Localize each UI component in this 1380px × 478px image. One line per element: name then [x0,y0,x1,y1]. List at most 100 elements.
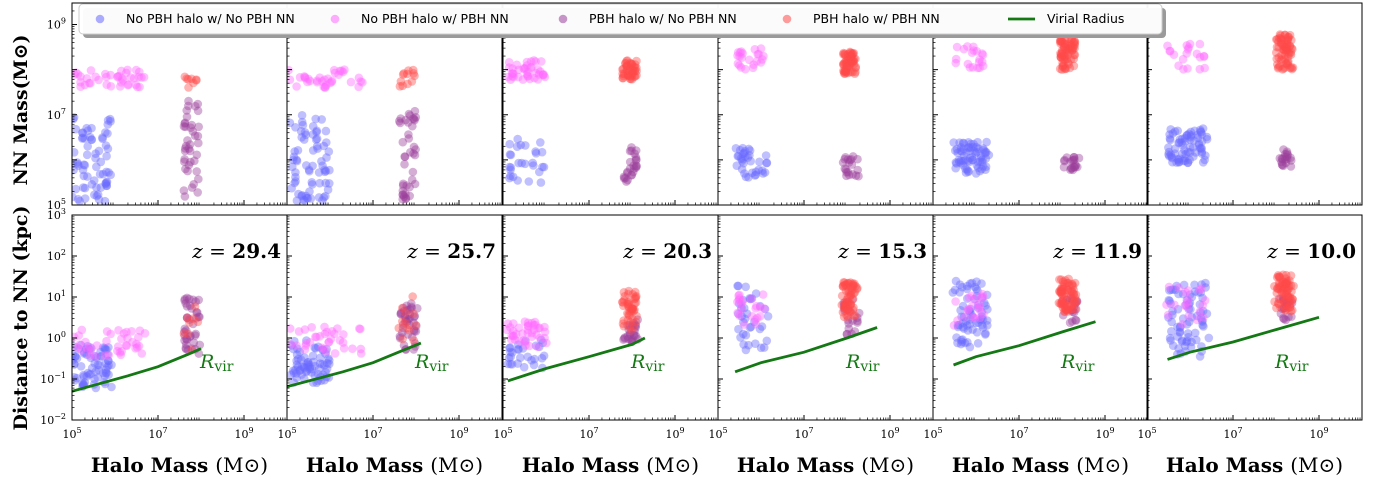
bottom-point-purple [629,318,638,328]
bottom-point-magenta [971,294,980,304]
bottom-point-red [1279,285,1288,294]
bottom-point-blue [975,315,985,325]
top-point-red [1070,40,1079,50]
top-point-magenta [752,57,762,66]
bottom-point-red [630,299,639,308]
bottom-plot-area [1162,270,1320,361]
top-point-red [851,54,860,64]
top-point-blue [93,190,103,199]
bottom-point-blue [314,364,324,373]
top-point-purple [190,156,199,166]
bottom-point-blue [301,367,311,377]
virial-radius-line [287,341,422,389]
bottom-point-purple [1068,296,1077,306]
bottom-point-red [1059,298,1068,308]
bottom-point-purple [1283,298,1292,308]
top-point-blue [78,128,87,138]
top-point-red [1283,34,1293,43]
top-point-purple [184,160,194,170]
top-point-magenta [527,63,536,72]
redshift-label: z = 29.4 [191,239,281,263]
top-point-magenta [523,72,532,81]
top-point-magenta [736,63,746,72]
bottom-point-blue [983,321,992,330]
bottom-point-red [1281,278,1291,288]
top-point-blue [982,137,991,147]
bottom-point-blue [736,333,745,342]
bottom-point-magenta [330,329,339,339]
bottom-point-purple [1058,310,1068,320]
bottom-point-purple [195,340,205,350]
top-point-red [1287,35,1296,45]
bottom-point-blue [739,317,748,327]
top-point-blue [740,147,750,156]
virial-radius-line [507,336,646,383]
bottom-point-blue [974,318,983,327]
bottom-point-purple [400,306,409,316]
top-point-red [1283,60,1292,70]
top-point-purple [619,172,629,182]
top-point-purple [625,164,635,173]
top-point-red [1057,49,1066,59]
top-point-blue [1200,155,1209,165]
bottom-point-blue [538,338,548,348]
top-point-red [839,59,848,69]
x-axis-title-text: Halo Mass [306,453,430,477]
bottom-point-blue [957,282,967,292]
bottom-point-purple [1276,309,1286,318]
top-point-magenta [1174,61,1183,70]
x-tick-label: 105 [708,426,727,441]
bottom-point-purple [398,323,408,333]
bottom-point-red [625,311,634,320]
top-point-red [1056,53,1066,62]
bottom-point-blue [972,318,981,328]
top-point-blue [301,191,311,201]
top-point-blue [297,133,307,142]
bottom-point-blue [967,278,977,288]
bottom-point-red [1281,306,1290,315]
bottom-point-blue [956,339,966,349]
top-point-magenta [522,61,532,70]
bottom-point-blue [978,315,988,325]
top-point-blue [89,176,99,185]
top-point-purple [398,190,408,199]
top-point-blue [1188,143,1198,152]
rvir-label: Rvir [199,351,234,375]
bottom-point-red [1069,290,1079,299]
bottom-point-blue [527,356,536,365]
top-point-blue [755,157,764,167]
top-point-magenta [737,47,746,56]
rvir-label: Rvir [630,351,665,375]
top-point-blue [972,161,982,170]
top-point-blue [973,137,982,147]
top-point-magenta [978,50,988,60]
bottom-point-red [1059,284,1068,294]
bottom-point-magenta [974,299,984,309]
bottom-point-blue [79,349,89,358]
bottom-point-blue [950,285,960,295]
top-point-blue [82,123,91,133]
bottom-point-purple [1065,318,1075,328]
top-point-purple [183,136,192,145]
top-point-blue [104,168,113,177]
top-point-purple [398,137,408,147]
bottom-point-purple [188,319,198,329]
top-point-blue [1170,149,1180,158]
bottom-point-red [1288,295,1297,304]
bottom-point-red [1061,305,1071,315]
bottom-point-magenta [530,317,540,327]
top-point-magenta [76,72,85,81]
top-point-blue [92,162,101,172]
bottom-point-red [1275,280,1284,290]
bottom-point-red [1286,271,1296,280]
x-tick-label: 107 [794,426,813,441]
top-point-blue [1182,130,1192,140]
bottom-point-blue [83,341,92,351]
legend-swatch-blue [95,14,105,24]
top-point-red [1282,45,1291,55]
bottom-point-red [1057,287,1067,297]
bottom-y-tick-label: 103 [47,207,66,222]
top-point-magenta [117,78,126,87]
top-point-red [182,74,191,83]
top-point-purple [404,134,414,143]
